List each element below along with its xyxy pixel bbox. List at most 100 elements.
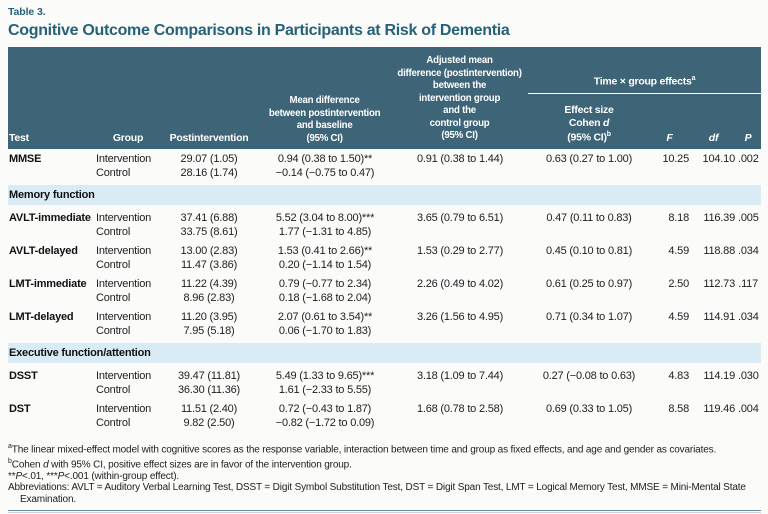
table-row: Control 7.95 (5.18) 0.06 (−1.70 to 1.83) [8, 324, 761, 342]
test-name-cell: DSST [9, 370, 38, 382]
effect-size-cell [528, 324, 650, 342]
test-name-cell [8, 225, 96, 241]
test-name-cell: MMSE [9, 153, 42, 165]
df-cell [692, 291, 738, 307]
p-cell [738, 258, 761, 274]
f-cell [650, 166, 692, 184]
group-cell: Control [96, 384, 131, 396]
postintervention-cell: 9.82 (2.50) [183, 417, 235, 429]
col-header-postintervention: Postintervention [160, 47, 258, 149]
df-cell: 114.19 [703, 370, 735, 382]
p-cell [738, 416, 761, 432]
test-name-cell [8, 258, 96, 274]
group-cell: Intervention [96, 311, 152, 323]
footnote-abbreviations: Abbreviations: AVLT = Auditory Verbal Le… [8, 482, 746, 506]
postintervention-cell: 11.51 (2.40) [180, 403, 238, 415]
footnote-significance: **P<.01, ***P<.001 (within-group effect)… [8, 470, 180, 482]
group-cell: Intervention [96, 245, 152, 257]
group-cell: Control [96, 292, 131, 304]
mean-diff-cell: 1.77 (−1.31 to 4.85) [278, 226, 372, 238]
group-cell: Control [96, 325, 131, 337]
f-cell: 4.83 [668, 370, 689, 382]
adjusted-diff-cell [392, 291, 528, 307]
mean-diff-cell: 0.18 (−1.68 to 2.04) [278, 292, 372, 304]
effect-size-cell: 0.69 (0.33 to 1.05) [545, 403, 633, 415]
mean-diff-cell: −0.14 (−0.75 to 0.47) [275, 167, 375, 179]
p-cell: .030 [738, 370, 759, 382]
table-row: DST Intervention 11.51 (2.40) 0.72 (−0.43 t… [8, 399, 761, 416]
p-cell [738, 225, 761, 241]
postintervention-cell: 33.75 (8.61) [180, 226, 238, 238]
postintervention-cell: 11.22 (4.39) [180, 278, 238, 290]
test-name-cell [8, 291, 96, 307]
effect-size-cell [528, 383, 650, 399]
mean-diff-cell: 2.07 (0.61 to 3.54)** [277, 311, 373, 323]
df-cell: 112.73 [703, 278, 735, 290]
postintervention-cell: 7.95 (5.18) [183, 325, 235, 337]
mean-diff-cell: 5.52 (3.04 to 8.00)*** [275, 212, 375, 224]
test-name-cell [8, 383, 96, 399]
adjusted-diff-cell [392, 416, 528, 432]
footnote-b: bCohen d with 95% CI, positive effect si… [8, 457, 352, 471]
table-row: AVLT-delayed Intervention 13.00 (2.83) 1.53… [8, 241, 761, 258]
table-row: Control 8.96 (2.83) 0.18 (−1.68 to 2.04) [8, 291, 761, 307]
col-header-group: Group [96, 47, 160, 149]
table-row: DSST Intervention 39.47 (11.81) 5.49 (1.33 … [8, 365, 761, 384]
p-cell: .002 [738, 153, 759, 165]
p-cell [738, 383, 761, 399]
f-cell [650, 383, 692, 399]
f-cell [650, 291, 692, 307]
mean-diff-cell: 1.53 (0.41 to 2.66)** [277, 245, 373, 257]
group-cell: Intervention [96, 403, 152, 415]
postintervention-cell: 36.30 (11.36) [177, 384, 241, 396]
group-cell: Control [96, 259, 131, 271]
p-cell [738, 291, 761, 307]
section-header-cell: Executive function/attention [8, 340, 762, 366]
adjusted-diff-cell: 3.65 (0.79 to 6.51) [416, 212, 504, 224]
table-row: Control 9.82 (2.50) −0.82 (−1.72 to 0.09) [8, 416, 761, 432]
test-name-cell: DST [9, 403, 31, 415]
mean-diff-cell: 0.94 (0.38 to 1.50)** [277, 153, 373, 165]
f-cell [650, 324, 692, 342]
bottom-rule [8, 509, 761, 513]
adjusted-diff-cell: 1.68 (0.78 to 2.58) [416, 403, 504, 415]
footnote-a: aThe linear mixed-effect model with cogn… [8, 443, 717, 456]
p-cell: .034 [738, 311, 759, 323]
effect-size-cell: 0.27 (−0.08 to 0.63) [542, 370, 636, 382]
test-name-cell: AVLT-delayed [9, 245, 78, 257]
p-cell [738, 166, 761, 184]
adjusted-diff-cell: 2.26 (0.49 to 4.02) [416, 278, 504, 290]
footnote-marker-b: b [606, 131, 611, 138]
table-title: Cognitive Outcome Comparisons in Partici… [8, 22, 510, 39]
effect-size-cell [528, 291, 650, 307]
adjusted-diff-cell [392, 258, 528, 274]
group-cell: Intervention [96, 278, 152, 290]
effect-size-cell: 0.61 (0.25 to 0.97) [545, 278, 633, 290]
f-cell: 2.50 [668, 278, 689, 290]
df-cell: 118.88 [703, 245, 735, 257]
col-header-effect-size: Effect size Cohen d (95% CI)b [528, 93, 650, 149]
table-row: Control 11.47 (3.86) 0.20 (−1.14 to 1.54) [8, 258, 761, 274]
table-header: Test Group Postintervention Mean differe… [8, 47, 762, 149]
mean-diff-cell: 0.72 (−0.43 to 1.87) [278, 403, 372, 415]
effect-size-cell: 0.63 (0.27 to 1.00) [545, 153, 633, 165]
mean-diff-cell: 5.49 (1.33 to 9.65)*** [275, 370, 375, 382]
postintervention-cell: 29.07 (1.05) [180, 153, 238, 165]
effect-size-cell: 0.71 (0.34 to 1.07) [545, 311, 633, 323]
mean-diff-cell: 1.61 (−2.33 to 5.55) [278, 384, 372, 396]
table-body: MMSE Intervention 29.07 (1.05) 0.94 (0.38 t… [8, 149, 762, 432]
df-cell [692, 383, 738, 399]
mean-diff-cell: 0.06 (−1.70 to 1.83) [278, 325, 372, 337]
table-row: AVLT-immediate Intervention 37.41 (6.88) 5.… [8, 207, 761, 226]
df-cell: 104.10 [702, 153, 736, 165]
effect-size-cell [528, 166, 650, 184]
postintervention-cell: 11.47 (3.86) [180, 259, 238, 271]
p-cell: .117 [738, 278, 759, 290]
postintervention-cell: 37.41 (6.88) [180, 212, 238, 224]
col-header-p: P [738, 93, 762, 149]
group-cell: Control [96, 417, 131, 429]
effect-size-cell [528, 258, 650, 274]
p-cell: .004 [738, 403, 759, 415]
col-header-time-group-effects: Time × group effectsa [528, 47, 762, 94]
